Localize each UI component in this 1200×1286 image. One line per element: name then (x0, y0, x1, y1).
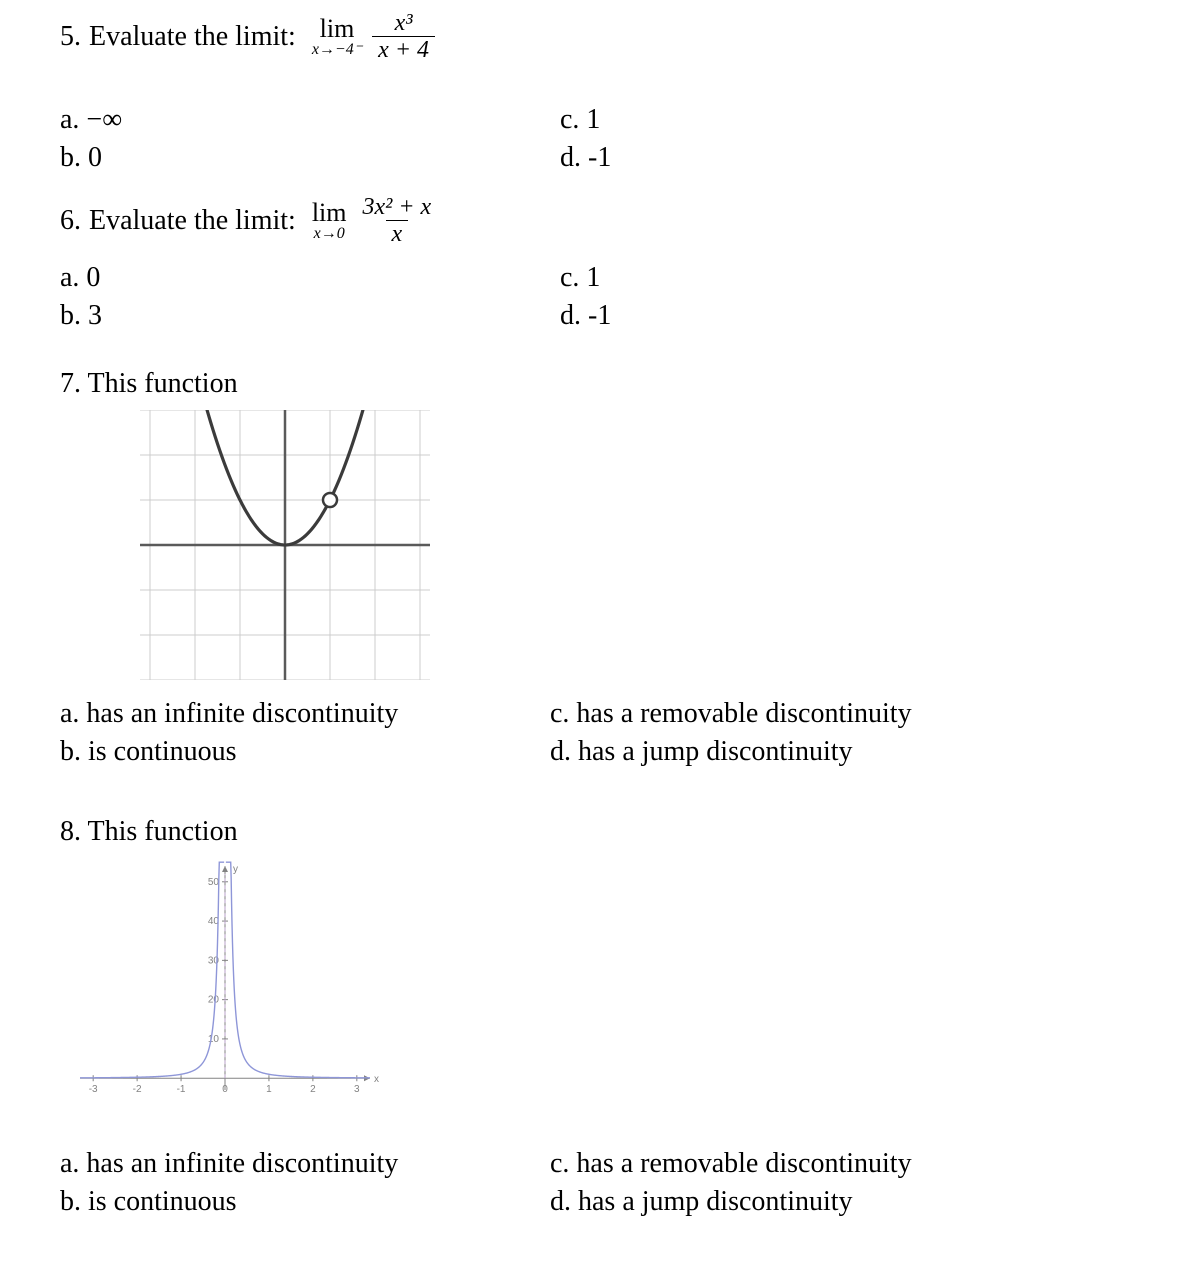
q5-option-a[interactable]: a. −∞ (60, 104, 540, 136)
svg-text:3: 3 (354, 1084, 360, 1095)
svg-text:0: 0 (222, 1084, 228, 1095)
q5-frac-bottom: x + 4 (372, 36, 435, 63)
q6-lim-word: lim (312, 200, 347, 226)
svg-text:50: 50 (208, 876, 220, 887)
q6-frac-top: 3x² + x (357, 194, 438, 220)
q6-lim: lim x→0 (312, 200, 347, 242)
q8-option-a[interactable]: a. has an infinite discontinuity (60, 1148, 530, 1180)
question-6: 6. Evaluate the limit: lim x→0 3x² + x x… (60, 194, 1140, 332)
q6-prompt: Evaluate the limit: (89, 205, 296, 237)
q8-options: a. has an infinite discontinuity c. has … (60, 1148, 1140, 1218)
q6-lim-sub: x→0 (314, 226, 345, 242)
q7-number: 7. (60, 368, 81, 399)
q5-fraction: x³ x + 4 (372, 10, 435, 64)
q6-number: 6. (60, 205, 81, 237)
q5-option-d[interactable]: d. -1 (560, 142, 1140, 174)
svg-text:-2: -2 (133, 1084, 142, 1095)
q6-option-a[interactable]: a. 0 (60, 262, 540, 294)
svg-text:1: 1 (266, 1084, 272, 1095)
q7-option-c[interactable]: c. has a removable discontinuity (550, 698, 1140, 730)
q5-option-b[interactable]: b. 0 (60, 142, 540, 174)
q8-option-c[interactable]: c. has a removable discontinuity (550, 1148, 1140, 1180)
q5-prompt-row: 5. Evaluate the limit: lim x→−4⁻ x³ x + … (60, 10, 1140, 64)
svg-text:x: x (374, 1074, 379, 1085)
q8-title-row: 8. This function (60, 816, 1140, 848)
q5-options: a. −∞ c. 1 b. 0 d. -1 (60, 104, 1140, 174)
q5-lim-word: lim (320, 16, 355, 42)
q6-option-b[interactable]: b. 3 (60, 300, 540, 332)
question-5: 5. Evaluate the limit: lim x→−4⁻ x³ x + … (60, 10, 1140, 174)
q5-frac-top: x³ (389, 10, 419, 36)
q7-option-d[interactable]: d. has a jump discontinuity (550, 736, 1140, 768)
q6-fraction: 3x² + x x (357, 194, 438, 248)
q5-lim: lim x→−4⁻ (312, 16, 362, 58)
q6-option-c[interactable]: c. 1 (560, 262, 1140, 294)
svg-text:20: 20 (208, 994, 220, 1005)
svg-text:2: 2 (310, 1084, 316, 1095)
q8-option-d[interactable]: d. has a jump discontinuity (550, 1186, 1140, 1218)
q6-frac-bottom: x (386, 220, 409, 247)
svg-text:y: y (233, 864, 238, 875)
q8-graph: -3-2-101231020304050yx (60, 858, 1140, 1118)
page: 5. Evaluate the limit: lim x→−4⁻ x³ x + … (0, 0, 1200, 1278)
q8-number: 8. (60, 816, 81, 847)
q7-graph (140, 410, 1140, 680)
q6-prompt-row: 6. Evaluate the limit: lim x→0 3x² + x x (60, 194, 1140, 248)
q7-option-a[interactable]: a. has an infinite discontinuity (60, 698, 530, 730)
q5-prompt: Evaluate the limit: (89, 21, 296, 53)
q7-options: a. has an infinite discontinuity c. has … (60, 698, 1140, 768)
q7-option-b[interactable]: b. is continuous (60, 736, 530, 768)
q7-graph-svg (140, 410, 430, 680)
q5-number: 5. (60, 21, 81, 53)
q7-title: This function (88, 368, 238, 399)
svg-text:-3: -3 (89, 1084, 98, 1095)
q8-graph-svg: -3-2-101231020304050yx (60, 858, 390, 1118)
svg-text:-1: -1 (177, 1084, 186, 1095)
q5-option-c[interactable]: c. 1 (560, 104, 1140, 136)
q6-option-d[interactable]: d. -1 (560, 300, 1140, 332)
question-8: 8. This function -3-2-101231020304050yx … (60, 816, 1140, 1218)
q5-lim-sub: x→−4⁻ (312, 42, 362, 58)
q6-options: a. 0 c. 1 b. 3 d. -1 (60, 262, 1140, 332)
q8-title: This function (88, 816, 238, 847)
q7-title-row: 7. This function (60, 368, 1140, 400)
q8-option-b[interactable]: b. is continuous (60, 1186, 530, 1218)
question-7: 7. This function a. has an infinite disc… (60, 368, 1140, 768)
